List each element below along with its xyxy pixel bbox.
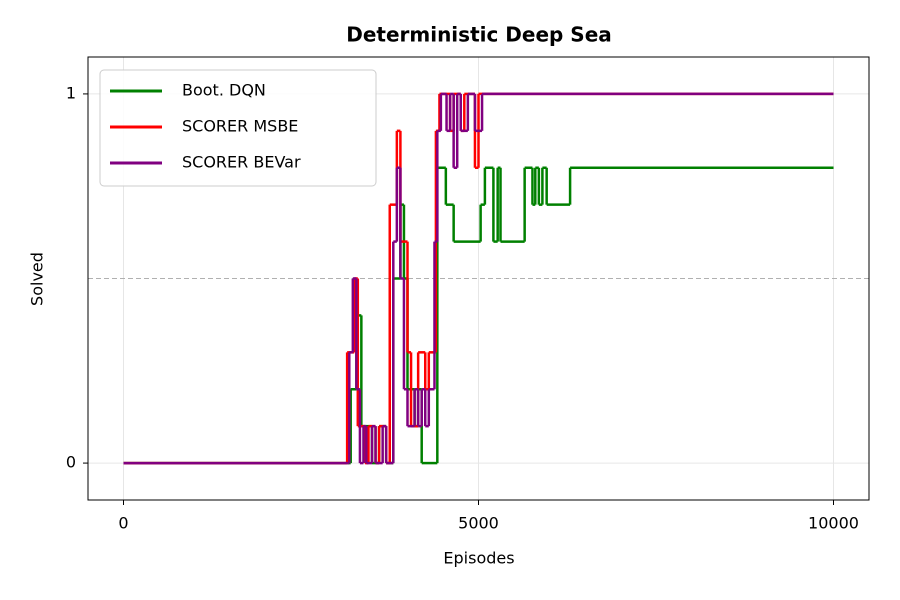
x-tick-label: 10000 bbox=[808, 514, 859, 533]
legend: Boot. DQN SCORER MSBE SCORER BEVar bbox=[99, 69, 377, 187]
y-tick-label: 1 bbox=[66, 83, 76, 102]
legend-label: SCORER MSBE bbox=[182, 117, 298, 136]
x-tick-label: 5000 bbox=[458, 514, 499, 533]
legend-box bbox=[99, 69, 377, 187]
y-axis-label: Solved bbox=[28, 252, 47, 306]
chart-title: Deterministic Deep Sea bbox=[346, 23, 612, 47]
y-tick-label: 0 bbox=[66, 453, 76, 472]
series-line bbox=[123, 92, 834, 465]
x-axis-label: Episodes bbox=[443, 549, 514, 568]
legend-label: Boot. DQN bbox=[182, 81, 266, 100]
plot-frame bbox=[87, 56, 870, 501]
legend-label: SCORER BEVar bbox=[182, 153, 301, 172]
x-tick-label: 0 bbox=[118, 514, 128, 533]
